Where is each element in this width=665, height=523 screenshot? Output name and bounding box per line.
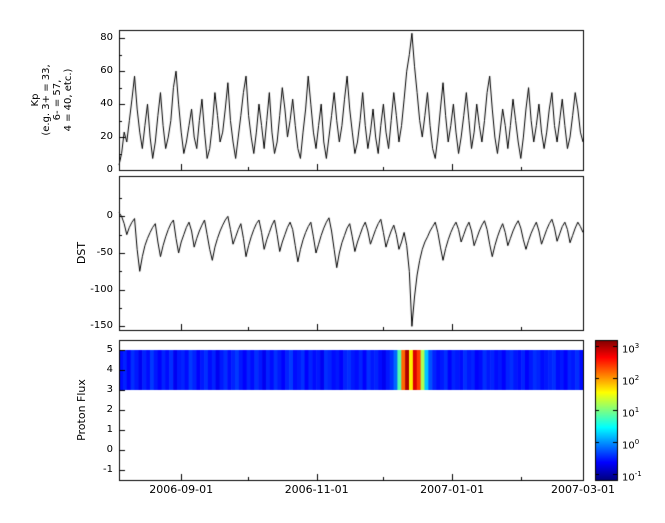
colorbar-tick-label: 100	[622, 437, 640, 451]
y-tick-label: 4	[106, 364, 113, 375]
x-tick-label: 2006-09-01	[149, 483, 214, 496]
y-tick-label: 40	[100, 98, 113, 109]
colorbar-tick-label: 101	[622, 405, 640, 419]
colorbar-tick-label: 102	[622, 373, 640, 387]
y-tick-label: 80	[100, 32, 113, 43]
colorbar-tick-exponent: 2	[634, 373, 640, 382]
y-tick-label: 3	[106, 384, 113, 395]
kp-y-axis-label-line: 6- = 57,	[52, 79, 63, 121]
y-tick-label: 20	[100, 131, 113, 142]
y-tick-label: -50	[96, 247, 113, 258]
y-tick-label: 0	[106, 164, 113, 175]
kp-y-axis-label: Kp (e.g. 3+ = 33, 6- = 57, 4 = 40, etc.)	[30, 64, 74, 135]
x-tick-label: 2007-03-01	[551, 483, 615, 496]
y-tick-label: 0	[106, 444, 113, 455]
colorbar-tick-exponent: -1	[634, 469, 642, 478]
y-tick-label: -100	[90, 284, 113, 295]
y-tick-label: -1	[103, 464, 113, 475]
colorbar-tick-label: 10-1	[622, 469, 642, 483]
y-tick-label: 1	[106, 424, 113, 435]
kp-y-axis-label-line: (e.g. 3+ = 33,	[41, 64, 52, 136]
y-tick-label: 60	[100, 65, 113, 76]
colorbar-tick-exponent: 3	[634, 341, 640, 350]
y-tick-label: 2	[106, 404, 113, 415]
y-tick-label: 0	[106, 210, 113, 221]
x-tick-label: 2007-01-01	[420, 483, 485, 496]
kp-y-axis-label-line: Kp	[30, 93, 41, 107]
y-tick-label: 5	[106, 344, 113, 355]
colorbar-tick-label: 103	[622, 341, 640, 355]
colorbar-tick-exponent: 0	[634, 437, 640, 446]
y-tick-label: -150	[90, 320, 113, 331]
x-tick-label: 2006-11-01	[284, 483, 349, 496]
colorbar-tick-exponent: 1	[634, 405, 640, 414]
